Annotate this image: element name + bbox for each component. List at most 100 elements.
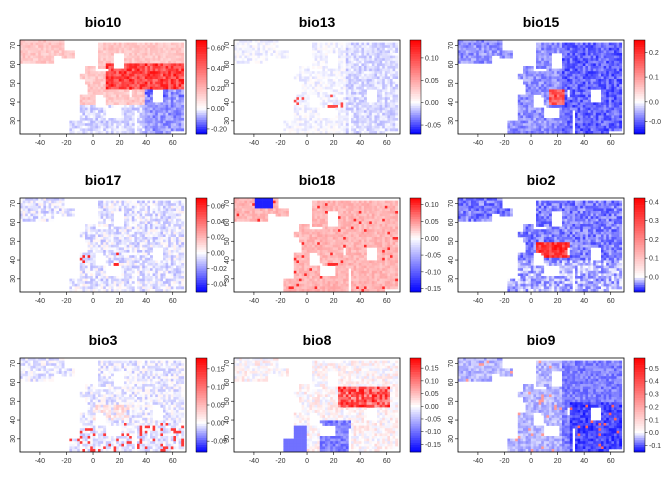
raster-cell <box>530 112 534 116</box>
raster-cell <box>92 71 96 75</box>
raster-cell <box>163 112 166 116</box>
raster-cell <box>27 45 31 49</box>
raster-cell <box>262 45 266 49</box>
colorbar-swatch <box>410 44 421 48</box>
raster-cell <box>79 265 83 269</box>
raster-cell <box>134 92 138 95</box>
raster-cell <box>79 281 83 285</box>
colorbar-swatch <box>410 122 421 125</box>
raster-cell <box>382 79 386 82</box>
raster-cell <box>137 81 140 85</box>
raster-cell <box>533 79 537 82</box>
raster-cell <box>244 42 248 46</box>
raster-cell <box>356 131 360 134</box>
raster-cell <box>82 270 86 274</box>
raster-cell <box>601 60 604 64</box>
raster-cell <box>374 53 378 56</box>
raster-cell <box>327 99 331 103</box>
raster-cell <box>150 102 153 106</box>
raster-cell <box>61 203 65 207</box>
colorbar-swatch <box>410 91 421 95</box>
raster-cell <box>92 128 96 132</box>
raster-cell <box>27 203 31 207</box>
raster-cell <box>108 234 112 238</box>
raster-cell <box>494 40 498 43</box>
raster-cell <box>103 60 107 64</box>
raster-cell <box>523 79 526 82</box>
raster-cell <box>176 86 179 90</box>
raster-cell <box>244 53 248 56</box>
raster-cell <box>299 125 302 129</box>
raster-cell <box>562 42 565 46</box>
raster-cell <box>234 50 237 54</box>
raster-cell <box>309 71 313 75</box>
colorbar-swatch <box>196 117 207 121</box>
raster-cell <box>176 76 179 80</box>
raster-cell <box>395 112 399 116</box>
raster-cell <box>144 112 148 116</box>
colorbar-swatch <box>634 47 645 50</box>
raster-cell <box>593 120 597 124</box>
raster-cell <box>588 115 591 119</box>
raster-cell <box>152 105 156 108</box>
raster-cell <box>98 73 101 77</box>
raster-cell <box>139 50 143 54</box>
raster-cell <box>131 128 135 132</box>
raster-cell <box>356 102 360 106</box>
raster-cell <box>379 63 383 67</box>
raster-cell <box>572 47 576 51</box>
raster-cell <box>173 107 177 111</box>
raster-cell <box>371 86 375 90</box>
raster-cell <box>118 231 122 235</box>
raster-cell <box>366 79 370 82</box>
raster-cell <box>619 63 623 67</box>
raster-cell <box>390 66 393 69</box>
raster-cell <box>95 250 99 253</box>
raster-cell <box>87 244 91 248</box>
raster-cell <box>124 107 127 111</box>
raster-cell <box>111 208 114 212</box>
colorbar-swatch <box>410 94 421 97</box>
raster-cell <box>157 58 161 62</box>
raster-cell <box>371 42 375 46</box>
raster-cell <box>108 224 112 227</box>
raster-cell <box>152 66 156 69</box>
raster-cell <box>126 66 130 69</box>
raster-cell <box>327 123 331 127</box>
raster-cell <box>530 66 534 69</box>
raster-cell <box>98 268 101 272</box>
raster-cell <box>105 58 109 62</box>
raster-cell <box>309 120 313 124</box>
raster-cell <box>150 55 153 59</box>
raster-cell <box>160 66 164 69</box>
raster-cell <box>168 110 172 114</box>
raster-cell <box>234 60 237 64</box>
raster-cell <box>108 213 112 217</box>
raster-cell <box>131 81 135 85</box>
raster-cell <box>374 105 378 108</box>
raster-cell <box>601 123 604 127</box>
raster-cell <box>366 125 370 129</box>
raster-cell <box>590 68 594 72</box>
raster-cell <box>330 92 334 95</box>
raster-cell <box>590 84 594 88</box>
raster-cell <box>619 73 623 77</box>
raster-cell <box>249 53 253 56</box>
raster-cell <box>116 252 120 256</box>
raster-cell <box>564 105 568 108</box>
raster-cell <box>356 60 360 64</box>
raster-cell <box>598 102 602 106</box>
raster-cell <box>541 125 545 129</box>
raster-cell <box>616 53 620 56</box>
raster-cell <box>126 110 130 114</box>
raster-cell <box>95 110 99 114</box>
raster-cell <box>129 79 133 82</box>
raster-cell <box>134 60 138 64</box>
raster-cell <box>340 55 344 59</box>
raster-cell <box>92 120 96 124</box>
raster-cell <box>549 55 552 59</box>
raster-cell <box>384 81 388 85</box>
raster-cell <box>559 84 563 88</box>
raster-cell <box>165 60 169 64</box>
raster-cell <box>111 73 114 77</box>
